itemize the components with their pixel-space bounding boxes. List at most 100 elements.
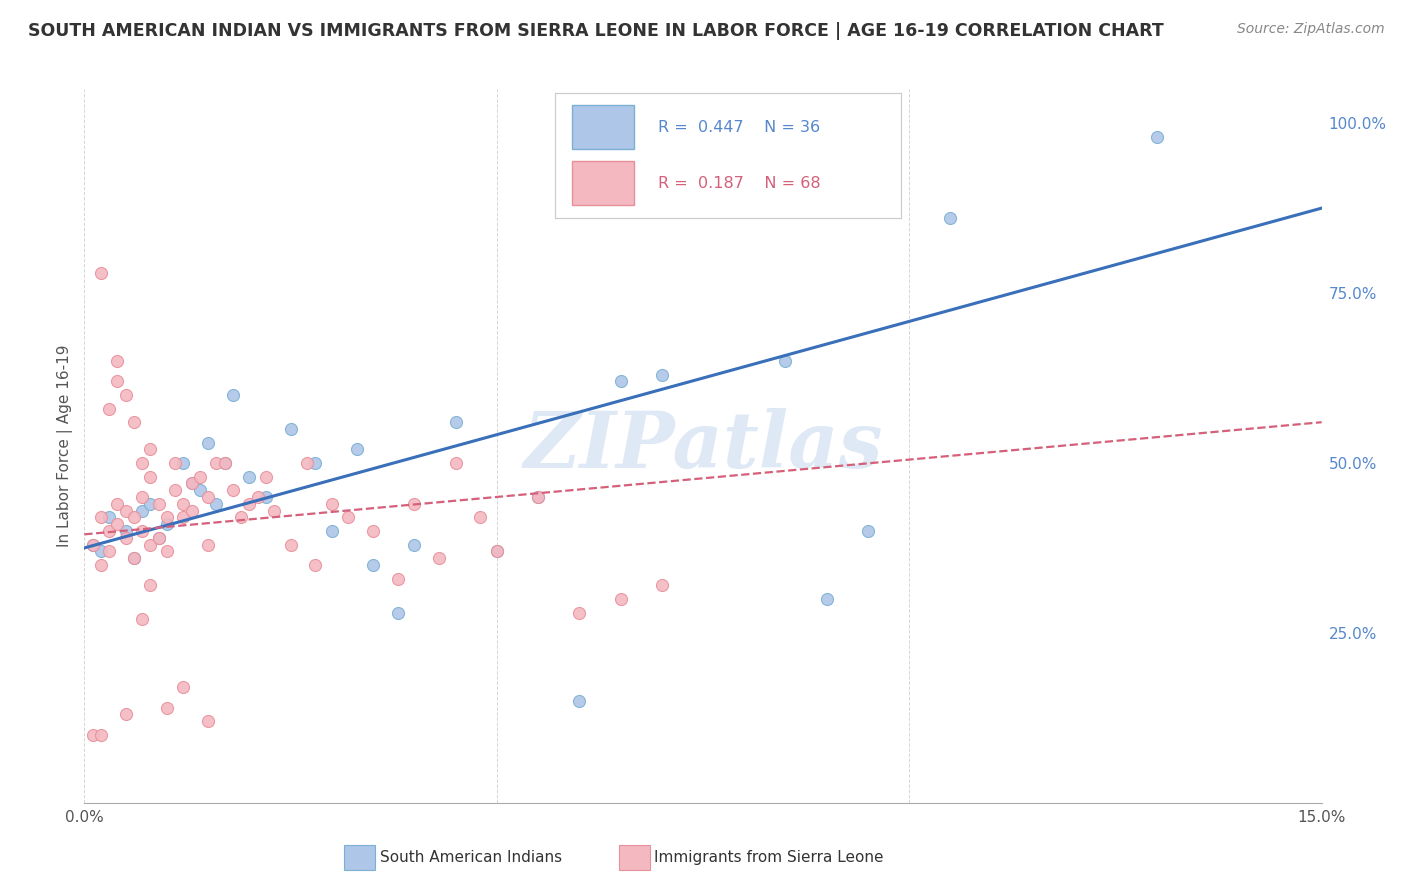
Point — [651, 578, 673, 592]
Point — [131, 490, 153, 504]
Text: Immigrants from Sierra Leone: Immigrants from Sierra Leone — [654, 850, 883, 864]
Point — [197, 714, 219, 729]
Point — [404, 537, 426, 551]
Point — [172, 456, 194, 470]
Point — [280, 537, 302, 551]
Point — [568, 694, 591, 708]
Point — [304, 456, 326, 470]
Point — [156, 517, 179, 532]
Point — [122, 415, 145, 429]
Point — [122, 510, 145, 524]
Point — [139, 442, 162, 457]
Point — [90, 558, 112, 572]
Point — [229, 510, 252, 524]
Point — [222, 388, 245, 402]
Point — [214, 456, 236, 470]
Point — [470, 510, 492, 524]
Point — [131, 612, 153, 626]
Point — [214, 456, 236, 470]
Point — [427, 551, 450, 566]
Point — [205, 456, 228, 470]
Point — [148, 497, 170, 511]
Y-axis label: In Labor Force | Age 16-19: In Labor Force | Age 16-19 — [58, 344, 73, 548]
Point — [321, 524, 343, 538]
Point — [387, 572, 409, 586]
Point — [82, 728, 104, 742]
Point — [238, 469, 260, 483]
Point — [527, 490, 550, 504]
Point — [485, 544, 508, 558]
Point — [139, 497, 162, 511]
Point — [90, 266, 112, 280]
Point — [222, 483, 245, 498]
Point — [609, 591, 631, 606]
Point — [114, 531, 136, 545]
Point — [197, 490, 219, 504]
Point — [172, 510, 194, 524]
Point — [444, 456, 467, 470]
Point — [246, 490, 269, 504]
Point — [105, 497, 128, 511]
Point — [404, 497, 426, 511]
Point — [527, 490, 550, 504]
Point — [122, 551, 145, 566]
Point — [263, 503, 285, 517]
Point — [98, 524, 121, 538]
Point — [775, 354, 797, 368]
Text: SOUTH AMERICAN INDIAN VS IMMIGRANTS FROM SIERRA LEONE IN LABOR FORCE | AGE 16-19: SOUTH AMERICAN INDIAN VS IMMIGRANTS FROM… — [28, 22, 1164, 40]
Text: Source: ZipAtlas.com: Source: ZipAtlas.com — [1237, 22, 1385, 37]
Point — [90, 510, 112, 524]
Point — [139, 578, 162, 592]
Point — [114, 524, 136, 538]
Point — [609, 375, 631, 389]
Point — [156, 510, 179, 524]
Point — [568, 606, 591, 620]
Point — [254, 490, 277, 504]
Point — [90, 728, 112, 742]
Point — [387, 606, 409, 620]
Point — [139, 537, 162, 551]
Point — [280, 422, 302, 436]
Point — [165, 483, 187, 498]
Point — [238, 497, 260, 511]
Point — [131, 524, 153, 538]
Point — [105, 354, 128, 368]
Point — [180, 476, 202, 491]
Point — [98, 401, 121, 416]
Point — [98, 544, 121, 558]
Point — [651, 368, 673, 382]
Point — [444, 415, 467, 429]
Text: South American Indians: South American Indians — [380, 850, 562, 864]
Point — [180, 476, 202, 491]
Text: ZIPatlas: ZIPatlas — [523, 408, 883, 484]
Point — [188, 469, 211, 483]
Point — [254, 469, 277, 483]
Point — [361, 558, 384, 572]
Point — [90, 544, 112, 558]
Point — [1146, 129, 1168, 144]
Point — [82, 537, 104, 551]
Point — [114, 707, 136, 722]
Point — [321, 497, 343, 511]
Point — [172, 497, 194, 511]
Point — [139, 469, 162, 483]
Point — [295, 456, 318, 470]
Point — [156, 544, 179, 558]
Point — [98, 510, 121, 524]
Point — [148, 531, 170, 545]
Point — [485, 544, 508, 558]
Point — [131, 503, 153, 517]
Point — [122, 551, 145, 566]
Point — [856, 524, 879, 538]
Point — [114, 388, 136, 402]
Point — [197, 435, 219, 450]
Point — [337, 510, 360, 524]
Point — [114, 503, 136, 517]
Point — [131, 456, 153, 470]
Point — [346, 442, 368, 457]
Point — [205, 497, 228, 511]
Point — [188, 483, 211, 498]
Point — [197, 537, 219, 551]
Point — [361, 524, 384, 538]
Point — [156, 700, 179, 714]
